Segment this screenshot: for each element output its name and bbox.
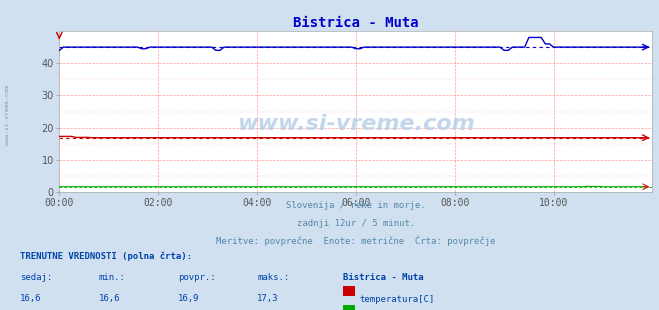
Text: sedaj:: sedaj: [20,273,52,282]
Text: 16,9: 16,9 [178,294,200,303]
Text: maks.:: maks.: [257,273,289,282]
Text: www.si-vreme.com: www.si-vreme.com [5,85,11,145]
Text: temperatura[C]: temperatura[C] [359,294,434,303]
Text: zadnji 12ur / 5 minut.: zadnji 12ur / 5 minut. [297,219,415,228]
Text: Slovenija / reke in morje.: Slovenija / reke in morje. [286,202,426,210]
Text: 16,6: 16,6 [99,294,121,303]
Text: 17,3: 17,3 [257,294,279,303]
Text: TRENUTNE VREDNOSTI (polna črta):: TRENUTNE VREDNOSTI (polna črta): [20,251,192,261]
Text: povpr.:: povpr.: [178,273,215,282]
Title: Bistrica - Muta: Bistrica - Muta [293,16,418,30]
Text: www.si-vreme.com: www.si-vreme.com [237,114,474,135]
Text: min.:: min.: [99,273,126,282]
Text: Meritve: povprečne  Enote: metrične  Črta: povprečje: Meritve: povprečne Enote: metrične Črta:… [216,236,496,246]
Text: Bistrica - Muta: Bistrica - Muta [343,273,423,282]
Text: 16,6: 16,6 [20,294,42,303]
